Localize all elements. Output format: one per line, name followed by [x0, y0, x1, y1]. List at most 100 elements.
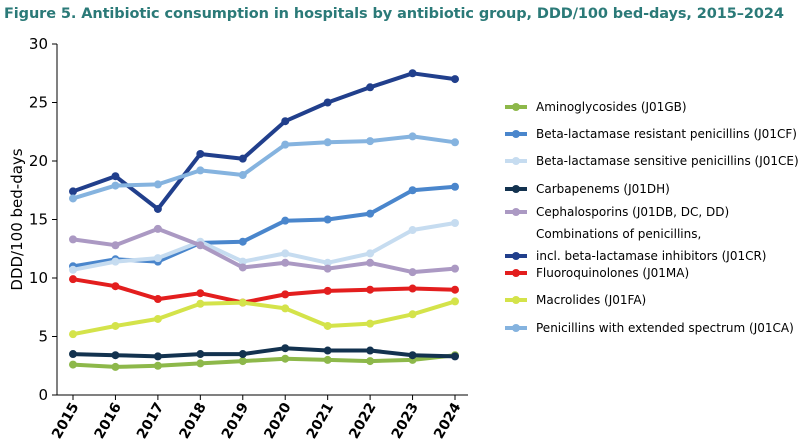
data-point [366, 83, 375, 92]
legend-marker [512, 252, 520, 260]
data-point [238, 154, 247, 163]
y-tick-label: 30 [29, 35, 48, 53]
data-point [451, 75, 459, 84]
data-point [281, 249, 290, 258]
legend-marker [512, 157, 520, 165]
legend-label: Macrolides (J01FA) [536, 293, 646, 307]
data-point [69, 360, 77, 369]
data-point [238, 350, 247, 359]
data-point [111, 362, 120, 371]
data-point [408, 268, 417, 277]
data-point [69, 194, 77, 203]
x-tick-label: 2015 [49, 400, 82, 441]
data-point [69, 330, 77, 339]
legend-label: Beta-lactamase resistant penicillins (J0… [536, 127, 797, 141]
data-point [323, 215, 332, 224]
series-line [71, 299, 457, 337]
data-point [153, 352, 162, 361]
data-point [111, 257, 120, 266]
data-point [408, 69, 417, 78]
data-point [366, 137, 375, 146]
legend-label: Aminoglycosides (J01GB) [536, 100, 687, 114]
legend-label: Fluoroquinolones (J01MA) [536, 266, 689, 280]
data-point [408, 351, 417, 360]
data-point [281, 354, 290, 363]
data-point [323, 258, 332, 267]
data-point [408, 186, 417, 195]
data-point [111, 321, 120, 330]
legend-marker [512, 269, 520, 277]
data-point [451, 285, 459, 294]
data-point [451, 264, 459, 273]
data-point [153, 180, 162, 189]
data-point [366, 346, 375, 355]
data-point [281, 216, 290, 225]
data-point [111, 351, 120, 360]
data-point [408, 132, 417, 141]
x-tick-label: 2021 [304, 400, 337, 441]
data-point [281, 258, 290, 267]
data-point [323, 264, 332, 273]
data-point [281, 140, 290, 149]
data-point [69, 265, 77, 274]
data-point [153, 224, 162, 233]
data-point [153, 254, 162, 263]
data-point [238, 171, 247, 180]
y-tick-label: 5 [38, 328, 48, 346]
data-point [238, 257, 247, 266]
data-point [69, 350, 77, 359]
data-point [69, 235, 77, 244]
data-point [408, 226, 417, 235]
x-tick-label: 2024 [431, 400, 464, 441]
data-point [238, 237, 247, 246]
x-tick-label: 2017 [134, 400, 167, 441]
legend-marker [512, 208, 520, 216]
series-line [71, 277, 457, 305]
data-point [451, 138, 459, 147]
data-point [323, 346, 332, 355]
data-point [366, 357, 375, 366]
data-point [366, 209, 375, 218]
data-point [111, 181, 120, 190]
y-tick-label: 10 [29, 269, 48, 287]
data-point [366, 258, 375, 267]
legend-marker [512, 130, 520, 138]
data-point [238, 357, 247, 366]
data-point [366, 285, 375, 294]
legend-label: incl. beta-lactamase inhibitors (J01CR) [536, 249, 767, 263]
data-point [196, 149, 205, 158]
data-point [451, 297, 459, 306]
data-point [238, 263, 247, 272]
data-point [366, 319, 375, 328]
series-line [71, 221, 457, 272]
data-point [323, 286, 332, 295]
y-tick-label: 0 [38, 386, 48, 404]
y-tick-label: 20 [29, 152, 48, 170]
legend-marker [512, 324, 520, 332]
data-point [111, 282, 120, 291]
data-point [196, 299, 205, 308]
data-point [451, 219, 459, 228]
x-tick-label: 2019 [219, 400, 252, 441]
data-point [69, 275, 77, 284]
x-tick-label: 2020 [261, 400, 294, 441]
data-point [408, 284, 417, 293]
chart-title: Figure 5. Antibiotic consumption in hosp… [4, 6, 784, 22]
legend-marker [512, 103, 520, 111]
data-point [196, 350, 205, 359]
legend-label: Penicillins with extended spectrum (J01C… [536, 321, 794, 335]
legend-marker [512, 296, 520, 304]
data-point [281, 290, 290, 299]
data-point [323, 98, 332, 107]
data-point [196, 289, 205, 298]
legend-label: Cephalosporins (J01DB, DC, DD) [536, 205, 729, 219]
data-point [323, 321, 332, 330]
data-point [281, 304, 290, 313]
y-tick-label: 25 [29, 94, 48, 112]
y-tick-label: 15 [29, 211, 48, 229]
data-point [281, 117, 290, 126]
x-tick-label: 2022 [346, 400, 379, 441]
data-point [153, 314, 162, 323]
data-point [323, 138, 332, 147]
